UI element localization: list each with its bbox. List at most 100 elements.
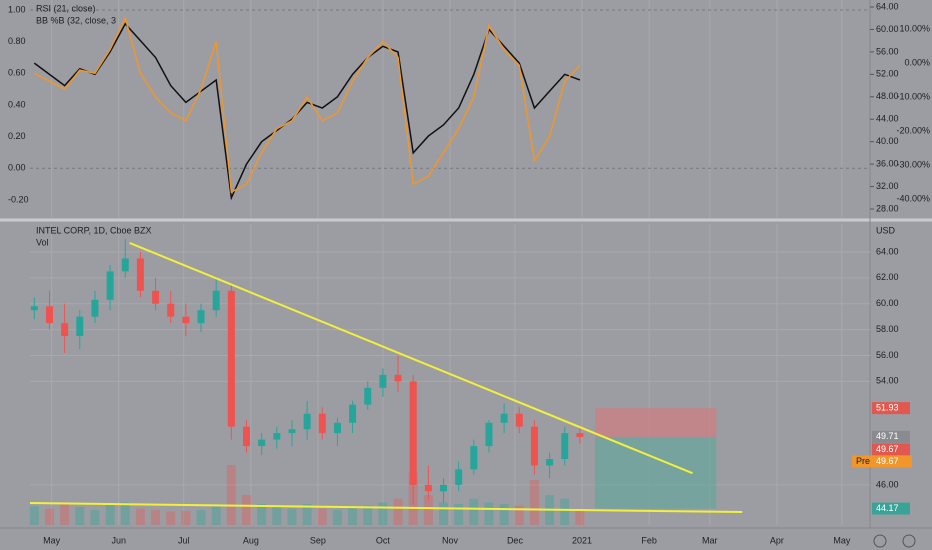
candle-body [45, 306, 53, 324]
volume-bar [105, 504, 115, 525]
candle-body [485, 422, 493, 447]
y-tick-label: 64.00 [876, 246, 899, 256]
volume-bar [423, 495, 433, 525]
y-tick-label: 52.00 [876, 69, 899, 79]
y3-tick-label: 10.00% [899, 23, 930, 33]
candle-body [273, 433, 281, 440]
candle-body [318, 413, 326, 434]
price-badge-label: 51.93 [876, 403, 899, 413]
x-tick-label: Sep [310, 535, 326, 545]
candle-body [379, 374, 387, 388]
candle-body [167, 303, 175, 317]
y-tick-label: 62.00 [876, 272, 899, 282]
y-tick-label: 64.00 [876, 1, 899, 11]
volume-bar [454, 504, 464, 525]
candle-body [288, 429, 296, 434]
price-badge [872, 502, 910, 515]
volume-bar [257, 504, 267, 525]
stop-zone [595, 436, 717, 509]
volume-bar [332, 510, 342, 525]
series-line [33, 22, 581, 201]
y-tick-label: 46.00 [876, 479, 899, 489]
volume-bar [181, 510, 191, 525]
candle-body [30, 306, 38, 311]
y-tick-label: 60.00 [876, 298, 899, 308]
candle-body [303, 413, 311, 430]
x-tick-label: Dec [507, 535, 524, 545]
volume-bar [499, 504, 509, 525]
volume-bar [529, 480, 539, 525]
volume-bar [272, 507, 282, 525]
settings-icon[interactable] [902, 534, 916, 548]
y2-tick-label: 1.00 [8, 4, 26, 14]
y2-tick-label: 0.00 [8, 163, 26, 173]
candle-body [182, 316, 190, 324]
chart-title: INTEL CORP, 1D, Cboe BZX [36, 225, 152, 235]
currency-label: USD [876, 225, 896, 235]
y2-tick-label: 0.20 [8, 131, 26, 141]
candle-body [197, 310, 205, 324]
trendline [29, 502, 743, 514]
price-badge [852, 455, 912, 468]
y3-tick-label: 0.00% [904, 57, 930, 67]
x-tick-label: Jul [178, 535, 190, 545]
series-line [33, 15, 581, 194]
volume-bar [439, 502, 449, 525]
volume-bar [302, 504, 312, 525]
volume-bar [135, 508, 145, 525]
volume-bar [575, 510, 585, 525]
volume-bar [484, 502, 494, 525]
volume-bar [60, 502, 70, 525]
candle-body [455, 469, 463, 485]
volume-bar [151, 510, 161, 525]
x-tick-label: May [833, 535, 851, 545]
candle-body [61, 323, 69, 337]
volume-bar [120, 502, 130, 525]
x-tick-label: Nov [442, 535, 459, 545]
price-badge [872, 402, 910, 415]
volume-bar [166, 511, 176, 525]
candle-body [530, 426, 538, 466]
candle-body [561, 433, 569, 460]
y-tick-label: 40.00 [876, 136, 899, 146]
volume-bar [90, 510, 100, 525]
trendline [129, 241, 693, 475]
y3-tick-label: -30.00% [896, 159, 930, 169]
volume-bar [211, 506, 221, 525]
volume-bar [287, 508, 297, 525]
y3-tick-label: -10.00% [896, 91, 930, 101]
y3-tick-label: -20.00% [896, 125, 930, 135]
candle-body [121, 258, 129, 272]
volume-bar [75, 507, 85, 525]
candle-body [470, 446, 478, 470]
volume-bar [317, 508, 327, 525]
target-zone [595, 408, 717, 437]
candle-body [258, 439, 266, 447]
y-tick-label: 32.00 [876, 181, 899, 191]
candle-body [333, 422, 341, 434]
x-tick-label: Oct [376, 535, 391, 545]
price-badge [872, 443, 910, 456]
volume-bar [514, 505, 524, 525]
price-badge-label: 49.67 [876, 456, 899, 466]
volume-bar [226, 465, 236, 525]
indicator-panel: 28.00 32.00 36.00 40.00 44.00 48.00 52.00 56.00… [8, 0, 930, 218]
y-tick-label: 56.00 [876, 350, 899, 360]
candle-body [152, 290, 160, 304]
y-tick-label: 56.00 [876, 46, 899, 56]
settings-icon[interactable] [873, 534, 887, 548]
candle-body [106, 271, 114, 300]
y-tick-label: 54.00 [876, 376, 899, 386]
price-badge-label: 49.71 [876, 431, 899, 441]
y-tick-label: 28.00 [876, 203, 899, 213]
candle-body [500, 413, 508, 423]
legend-entry: BB %B (32, close, 3 [36, 15, 116, 25]
volume-bar [44, 508, 54, 525]
x-tick-label: May [43, 535, 61, 545]
y-tick-label: 44.00 [876, 114, 899, 124]
y-tick-label: 36.00 [876, 159, 899, 169]
volume-bar [363, 505, 373, 525]
volume-bar [348, 507, 358, 525]
candle-body [515, 413, 523, 427]
x-tick-label: Feb [641, 535, 657, 545]
